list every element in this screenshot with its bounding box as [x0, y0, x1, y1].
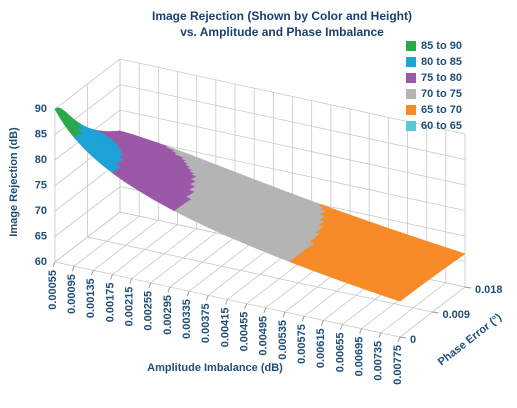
tick-mark	[340, 324, 343, 330]
z-axis-label: Image Rejection (dB)	[8, 127, 20, 237]
tick-mark	[432, 311, 439, 314]
x-tick-label: 0.00575	[296, 324, 308, 364]
x-tick-label: 0.00695	[354, 337, 366, 377]
x-tick-label: 0.00455	[239, 312, 251, 352]
legend-label: 65 to 70	[421, 104, 462, 116]
x-tick-label: 0.00215	[124, 287, 136, 327]
legend-swatch	[406, 57, 416, 67]
x-tick-label: 0.00415	[219, 308, 231, 348]
legend-label: 80 to 85	[421, 56, 462, 68]
grid-line	[131, 75, 198, 279]
tick-mark	[225, 299, 228, 305]
x-tick-label: 0.00095	[66, 274, 78, 314]
x-tick-label: 0.00615	[315, 328, 327, 368]
x-tick-label: 0.00135	[85, 278, 97, 318]
tick-mark	[263, 307, 267, 314]
grid-line	[112, 71, 178, 275]
legend-swatch	[406, 105, 416, 115]
surface-patch	[394, 297, 404, 302]
tick-mark	[205, 295, 209, 301]
y-tick-label: 0	[410, 334, 416, 346]
legend-swatch	[406, 121, 416, 131]
tick-mark	[52, 261, 56, 268]
legend-label: 60 to 65	[421, 120, 462, 132]
chart-subtitle: vs. Amplitude and Phase Imbalance	[180, 25, 384, 39]
legend-label: 85 to 90	[421, 40, 462, 52]
grid-line	[93, 67, 159, 271]
legend-label: 70 to 75	[421, 88, 462, 100]
legend-swatch	[406, 89, 416, 99]
z-tick-label: 70	[35, 205, 47, 217]
tick-mark	[110, 274, 113, 280]
grid-line	[380, 129, 447, 334]
grid-line	[73, 63, 140, 267]
legend-swatch	[406, 73, 416, 83]
x-tick-label: 0.00375	[200, 303, 212, 343]
tick-mark	[129, 278, 133, 284]
legend-label: 75 to 80	[421, 72, 462, 84]
z-tick-label: 65	[35, 230, 47, 242]
x-tick-label: 0.00255	[143, 291, 155, 331]
tick-mark	[378, 332, 382, 339]
x-tick-label: 0.00735	[373, 341, 385, 381]
x-tick-label: 0.00535	[277, 320, 289, 360]
grid-line	[150, 79, 217, 284]
y-tick-label: 0.009	[443, 309, 471, 321]
x-tick-label: 0.00055	[47, 270, 59, 310]
legend-swatch	[406, 41, 416, 51]
x-tick-label: 0.00775	[392, 345, 404, 385]
tick-mark	[301, 315, 305, 322]
x-tick-label: 0.00335	[181, 299, 193, 339]
tick-mark	[90, 270, 94, 276]
z-tick-label: 85	[35, 128, 47, 140]
x-tick-label: 0.00655	[334, 333, 346, 373]
x-tick-label: 0.00495	[258, 316, 270, 356]
surface	[54, 107, 466, 302]
tick-mark	[71, 265, 75, 272]
tick-mark	[148, 282, 152, 289]
y-tick-label: 0.018	[475, 284, 503, 296]
tick-mark	[399, 336, 407, 339]
tick-mark	[244, 303, 248, 309]
tick-mark	[464, 286, 472, 289]
tick-mark	[282, 311, 286, 318]
grid-line	[54, 58, 466, 135]
tick-mark	[320, 320, 324, 326]
tick-mark	[397, 336, 401, 343]
tick-mark	[186, 290, 190, 297]
z-tick-label: 60	[35, 256, 47, 268]
z-tick-label: 75	[35, 179, 47, 191]
grid-line	[54, 59, 121, 263]
x-tick-label: 0.00295	[162, 295, 174, 335]
tick-mark	[359, 328, 363, 334]
tick-mark	[167, 286, 171, 293]
z-tick-label: 80	[35, 154, 47, 166]
chart-title: Image Rejection (Shown by Color and Heig…	[152, 9, 412, 23]
x-tick-label: 0.00175	[104, 283, 116, 323]
z-tick-label: 90	[35, 103, 47, 115]
x-axis-label: Amplitude Imbalance (dB)	[147, 362, 283, 374]
